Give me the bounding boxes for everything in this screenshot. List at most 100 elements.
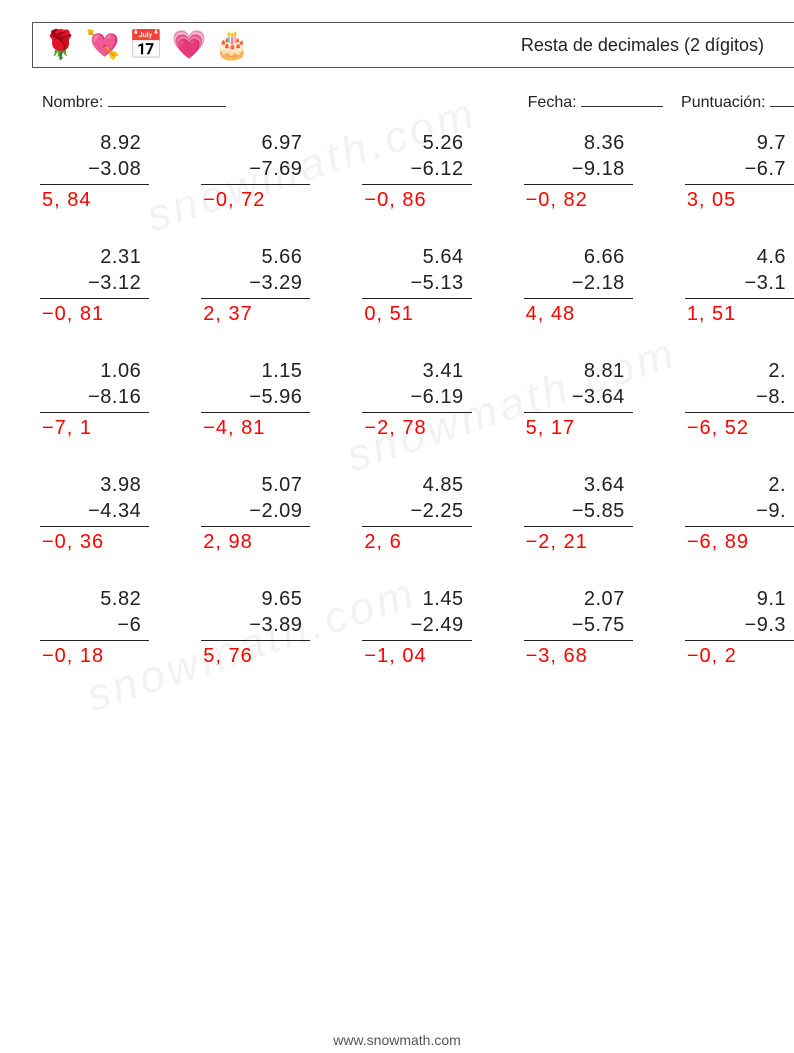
date-label: Fecha: — [528, 94, 577, 111]
answer: 5, 17 — [524, 413, 633, 440]
answer: 5, 76 — [201, 641, 310, 668]
minuend: 5.82 — [40, 586, 149, 612]
subtraction-problem: 2.31−3.12−0, 81 — [40, 244, 149, 326]
subtrahend: −9. — [685, 498, 794, 524]
answer: −4, 81 — [201, 413, 310, 440]
subtraction-problem: 5.64−5.130, 51 — [362, 244, 471, 326]
name-blank — [108, 90, 226, 107]
subtrahend: −2.18 — [524, 270, 633, 296]
subtraction-problem: 9.65−3.89 5, 76 — [201, 586, 310, 668]
minuend: 8.36 — [524, 130, 633, 156]
minuend: 9.65 — [201, 586, 310, 612]
subtrahend: −9.18 — [524, 156, 633, 182]
minuend: 8.92 — [40, 130, 149, 156]
date-field: Fecha: — [528, 90, 663, 112]
score-field: Puntuación: — [681, 90, 794, 112]
minuend: 1.45 — [362, 586, 471, 612]
worksheet-page: 🌹 💘 📅 💗 🎂 Resta de decimales (2 dígitos) Nom… — [0, 0, 794, 668]
header-icon: 💗 — [172, 31, 207, 59]
answer: 0, 51 — [362, 299, 471, 326]
minuend: 1.15 — [201, 358, 310, 384]
subtrahend: −8.16 — [40, 384, 149, 410]
minuend: 9.1 — [685, 586, 794, 612]
answer: −0, 18 — [40, 641, 149, 668]
minuend: 5.07 — [201, 472, 310, 498]
subtraction-problem: 5.66−3.292, 37 — [201, 244, 310, 326]
subtraction-problem: 6.66−2.184, 48 — [524, 244, 633, 326]
answer: −1, 04 — [362, 641, 471, 668]
subtraction-problem: 2.07−5.75−3, 68 — [524, 586, 633, 668]
minuend: 2.31 — [40, 244, 149, 270]
meta-row: Nombre: Fecha: Puntuación: — [32, 68, 794, 112]
answer: −7, 1 — [40, 413, 149, 440]
name-label: Nombre: — [42, 94, 103, 111]
subtraction-problem: 8.92−3.08 5, 84 — [40, 130, 149, 212]
answer: 1, 51 — [685, 299, 794, 326]
minuend: 2. — [685, 358, 794, 384]
worksheet-title: Resta de decimales (2 dígitos) — [521, 35, 784, 56]
subtraction-problem: 3.64−5.85 −2, 21 — [524, 472, 633, 554]
subtraction-problem: 5.07−2.09 2, 98 — [201, 472, 310, 554]
answer: −2, 21 — [524, 527, 633, 554]
subtrahend: −6 — [40, 612, 149, 638]
header-icons: 🌹 💘 📅 💗 🎂 — [43, 31, 249, 59]
header-bar: 🌹 💘 📅 💗 🎂 Resta de decimales (2 dígitos) — [32, 22, 794, 68]
minuend: 1.06 — [40, 358, 149, 384]
subtrahend: −8. — [685, 384, 794, 410]
subtraction-problem: 8.36−9.18 −0, 82 — [524, 130, 633, 212]
minuend: 3.41 — [362, 358, 471, 384]
minuend: 3.98 — [40, 472, 149, 498]
answer: −0, 72 — [201, 185, 310, 212]
subtrahend: −2.25 — [362, 498, 471, 524]
subtrahend: −3.29 — [201, 270, 310, 296]
subtraction-problem: 6.97−7.69 −0, 72 — [201, 130, 310, 212]
problem-row: 8.92−3.08 5, 84 6.97−7.69 −0, 72 5.26−6.12−0… — [40, 130, 794, 212]
minuend: 3.64 — [524, 472, 633, 498]
answer: −0, 82 — [524, 185, 633, 212]
subtrahend: −3.1 — [685, 270, 794, 296]
header-icon: 📅 — [129, 31, 164, 59]
answer: 2, 37 — [201, 299, 310, 326]
date-blank — [581, 90, 663, 107]
answer: 5, 84 — [40, 185, 149, 212]
problem-grid: 8.92−3.08 5, 84 6.97−7.69 −0, 72 5.26−6.12−0… — [32, 130, 794, 668]
subtrahend: −5.85 — [524, 498, 633, 524]
answer: 2, 6 — [362, 527, 471, 554]
subtraction-problem: 9.1−9.3−0, 2 — [685, 586, 794, 668]
subtraction-problem: 1.06−8.16 −7, 1 — [40, 358, 149, 440]
header-icon: 🌹 — [43, 31, 78, 59]
subtraction-problem: 1.45−2.49 −1, 04 — [362, 586, 471, 668]
subtraction-problem: 2.−9.−6, 89 — [685, 472, 794, 554]
subtraction-problem: 5.82−6 −0, 18 — [40, 586, 149, 668]
subtrahend: −3.89 — [201, 612, 310, 638]
problem-row: 2.31−3.12−0, 815.66−3.292, 375.64−5.130,… — [40, 244, 794, 326]
subtrahend: −3.12 — [40, 270, 149, 296]
subtrahend: −2.49 — [362, 612, 471, 638]
problem-row: 5.82−6 −0, 18 9.65−3.89 5, 76 1.45−2.49 −1, 0… — [40, 586, 794, 668]
subtrahend: −2.09 — [201, 498, 310, 524]
minuend: 5.26 — [362, 130, 471, 156]
minuend: 6.97 — [201, 130, 310, 156]
subtraction-problem: 3.41−6.19−2, 78 — [362, 358, 471, 440]
subtrahend: −3.64 — [524, 384, 633, 410]
answer: 3, 05 — [685, 185, 794, 212]
subtraction-problem: 2.−8.−6, 52 — [685, 358, 794, 440]
subtrahend: −3.08 — [40, 156, 149, 182]
minuend: 9.7 — [685, 130, 794, 156]
footer-url: www.snowmath.com — [0, 1032, 794, 1048]
subtraction-problem: 1.15−5.96−4, 81 — [201, 358, 310, 440]
subtrahend: −6.7 — [685, 156, 794, 182]
score-label: Puntuación: — [681, 94, 766, 111]
subtraction-problem: 4.85−2.25 2, 6 — [362, 472, 471, 554]
subtraction-problem: 9.7−6.7 3, 05 — [685, 130, 794, 212]
header-icon: 💘 — [86, 31, 121, 59]
minuend: 8.81 — [524, 358, 633, 384]
minuend: 4.85 — [362, 472, 471, 498]
problem-row: 1.06−8.16 −7, 1 1.15−5.96−4, 81 3.41−6.19−2… — [40, 358, 794, 440]
answer: 2, 98 — [201, 527, 310, 554]
subtraction-problem: 5.26−6.12−0, 86 — [362, 130, 471, 212]
subtrahend: −9.3 — [685, 612, 794, 638]
header-icon: 🎂 — [215, 31, 250, 59]
subtrahend: −7.69 — [201, 156, 310, 182]
subtrahend: −4.34 — [40, 498, 149, 524]
